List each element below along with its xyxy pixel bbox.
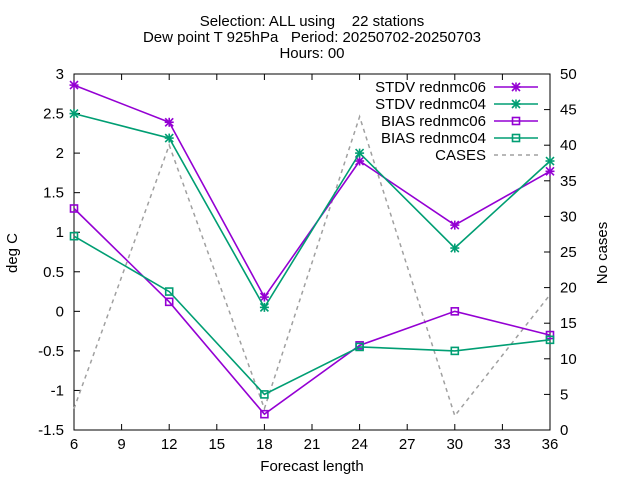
series-stdv-rednmc04 [69,108,555,312]
y2-tick-label: 20 [560,280,577,297]
data-point [164,287,174,296]
y2-axis-label: No cases [594,222,611,285]
series-layer [69,80,555,419]
y2-tick-label: 5 [560,386,568,403]
x-tick-label: 33 [494,436,511,453]
y-axis-label: deg C [4,233,21,273]
data-point [260,409,269,419]
series-line [73,112,551,309]
data-point [69,231,79,241]
x-axis-label: Forecast length [260,458,363,475]
series-bias-rednmc04 [69,231,555,399]
title-line-1: Selection: ALL using 22 stations [200,13,425,30]
x-tick-label: 15 [208,436,225,453]
y2-tick-label: 10 [560,351,577,368]
legend-marker [511,133,521,143]
y2-tick-label: 15 [560,315,577,332]
y2-tick-label: 40 [560,137,577,154]
x-tick-label: 30 [446,436,463,453]
y-tick-label: 0 [56,303,64,320]
legend-label: STDV rednmc06 [375,79,486,96]
title-line-2: Dew point T 925hPa Period: 20250702-2025… [143,29,481,46]
y2-tick-label: 35 [560,173,577,190]
legend-label: CASES [435,147,486,164]
legend-label: BIAS rednmc04 [381,130,486,147]
data-point [164,117,174,127]
legend-marker [511,82,521,92]
legend-entry: STDV rednmc04 [375,96,538,113]
y2-tick-label: 0 [560,422,568,439]
y-tick-label: 1.5 [43,185,64,202]
data-point [259,302,269,312]
x-tick-label: 6 [70,436,78,453]
y-tick-label: 2 [56,145,64,162]
legend-marker [511,99,521,109]
data-point [545,166,555,176]
legend-entry: BIAS rednmc04 [381,130,538,147]
y-tick-label: 0.5 [43,264,64,281]
legend-entry: STDV rednmc06 [375,79,538,96]
legend-entry: CASES [435,147,538,164]
y2-tick-label: 30 [560,208,577,225]
data-point [450,307,460,316]
data-point [164,133,174,143]
y-tick-label: 2.5 [43,106,64,123]
data-point [545,156,555,166]
title-line-3: Hours: 00 [279,45,344,62]
axes: 6 9 12 15 18 21 24 27 30 33 36-1.5-1-0.500.511.522… [38,66,577,453]
series-cases [73,114,551,418]
data-point [450,346,460,356]
x-tick-label: 24 [351,436,368,453]
data-point [355,342,364,352]
y-tick-label: -0.5 [38,343,64,360]
x-tick-label: 27 [399,436,416,453]
chart-titles: Selection: ALL using 22 stations Dew poi… [143,13,481,62]
y2-tick-label: 25 [560,244,577,261]
x-tick-label: 9 [117,436,125,453]
y-tick-label: 3 [56,66,64,83]
x-tick-label: 21 [304,436,321,453]
data-point [545,330,555,340]
data-point [545,335,555,345]
data-point [260,390,269,399]
data-point [450,243,460,253]
data-point [69,108,79,119]
legend-marker [511,116,521,126]
x-tick-label: 12 [161,436,178,453]
y2-tick-label: 50 [560,66,577,83]
y2-tick-label: 45 [560,102,577,119]
series-line [73,235,551,396]
data-point [355,148,365,158]
data-point [69,204,79,213]
legend-label: BIAS rednmc06 [381,113,486,130]
series-line [73,114,551,418]
legend-entry: BIAS rednmc06 [381,113,538,130]
y-tick-label: -1.5 [38,422,64,439]
data-point [259,292,269,302]
data-point [164,297,174,307]
series-line [73,207,551,416]
x-tick-label: 18 [256,436,273,453]
y-tick-label: -1 [51,382,64,399]
x-tick-label: 36 [542,436,559,453]
data-point [450,220,460,230]
y-tick-label: 1 [56,224,64,241]
series-bias-rednmc06 [69,204,555,419]
legend-label: STDV rednmc04 [375,96,486,113]
data-point [69,80,79,90]
